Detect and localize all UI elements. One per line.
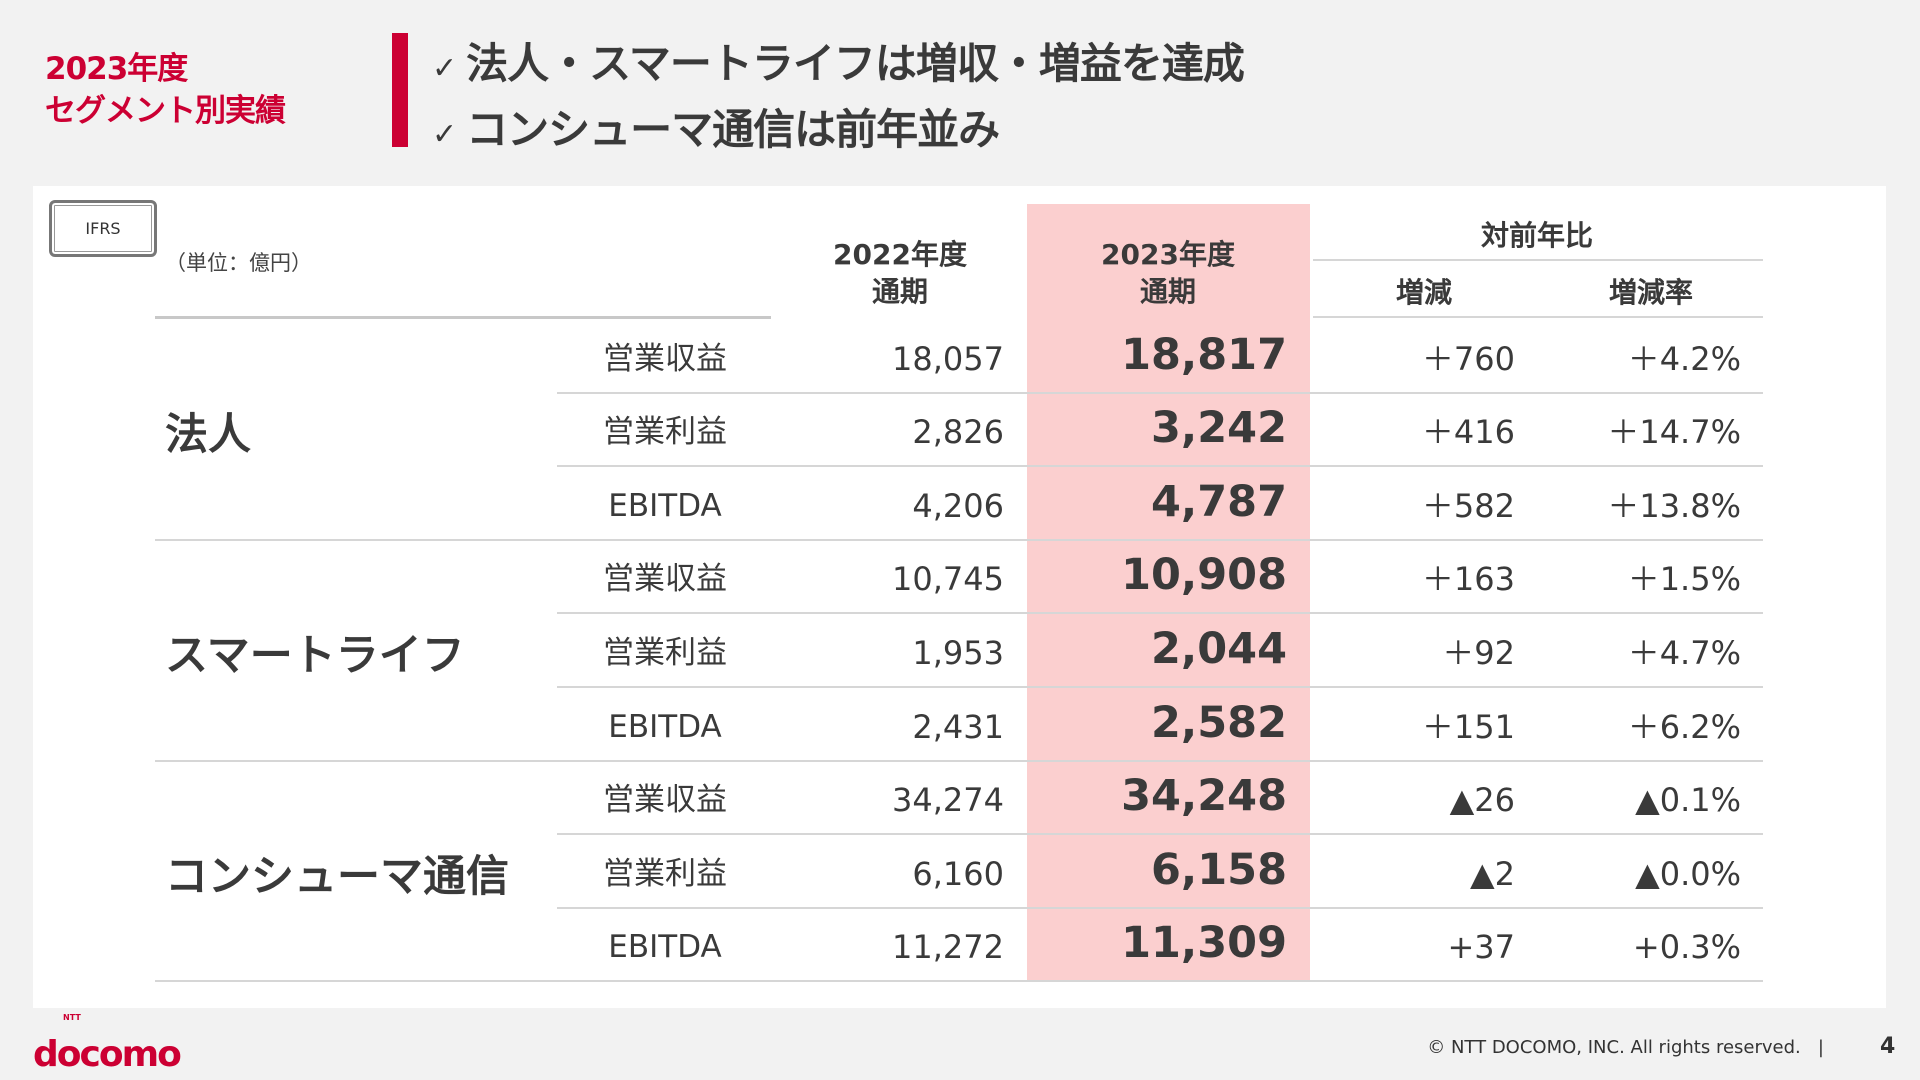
- row-divider: [557, 612, 1763, 615]
- check-icon: ✓: [432, 51, 457, 86]
- header-diff: 増減: [1395, 276, 1452, 309]
- header-text: 通期: [1139, 275, 1196, 308]
- diff-value: ＋92: [1442, 634, 1515, 672]
- header-rate: 増減率: [1608, 276, 1693, 309]
- fy2023-value: 2,044: [1150, 624, 1287, 674]
- rate-value: ＋4.7%: [1627, 634, 1741, 672]
- rate-value: ＋4.2%: [1627, 339, 1741, 378]
- segment-label: コンシューマ通信: [165, 852, 509, 902]
- row-divider: [155, 980, 1763, 983]
- unit-label: （単位：億円）: [165, 251, 312, 275]
- metric-label: 営業収益: [603, 782, 727, 819]
- fy2022-value: 10,745: [892, 560, 1004, 599]
- svg-text:NTT: NTT: [63, 1013, 81, 1022]
- fy2022-value: 11,272: [892, 928, 1004, 967]
- fy2022-value: 18,057: [892, 339, 1004, 378]
- metric-label: 営業利益: [603, 635, 727, 671]
- row-divider: [155, 759, 1763, 762]
- ifrs-badge: IFRS: [49, 200, 157, 257]
- segment-label: 法人: [165, 410, 251, 461]
- diff-value: ＋163: [1421, 560, 1515, 599]
- row-divider: [155, 538, 1763, 541]
- metric-label: 営業利益: [603, 855, 727, 892]
- row-divider: [557, 686, 1763, 688]
- row-divider: [557, 465, 1763, 468]
- diff-value: ＋416: [1421, 413, 1515, 452]
- fy2022-value: 4,206: [912, 486, 1004, 525]
- separator: |: [1817, 1037, 1824, 1058]
- metric-label: EBITDA: [608, 708, 722, 745]
- fy2023-value: 6,158: [1150, 844, 1287, 895]
- headline: ✓ 法人・スマートライフは増収・増益を達成: [432, 30, 1245, 91]
- fy2023-value: 3,242: [1150, 403, 1287, 454]
- rate-value: +0.3%: [1632, 928, 1741, 967]
- fy2023-highlight: [1027, 204, 1310, 980]
- diff-value: ＋760: [1421, 339, 1515, 378]
- copyright: © NTT DOCOMO, INC. All rights reserved. …: [1427, 1037, 1824, 1058]
- slide-title: 2023年度 セグメント別実績: [45, 48, 286, 132]
- rate-value: ▲0.1%: [1635, 781, 1741, 820]
- diff-value: ＋151: [1421, 707, 1515, 746]
- fy2023-value: 2,582: [1150, 697, 1287, 748]
- fy2023-value: 18,817: [1121, 329, 1287, 380]
- fy2022-value: 6,160: [912, 854, 1004, 893]
- headline: ✓ コンシューマ通信は前年並み: [432, 96, 1000, 157]
- fy2022-value: 1,953: [912, 634, 1004, 672]
- accent-bar: [392, 33, 408, 147]
- header-fy2023: 2023年度 通期: [1058, 236, 1278, 310]
- diff-value: ＋582: [1421, 486, 1515, 525]
- page-number: 4: [1880, 1034, 1896, 1059]
- headline-text: 法人・スマートライフは増収・増益を達成: [466, 39, 1245, 88]
- slide-title-line: 2023年度: [45, 51, 188, 87]
- copyright-text: © NTT DOCOMO, INC. All rights reserved.: [1427, 1037, 1801, 1058]
- row-divider: [557, 833, 1763, 836]
- rate-value: ＋14.7%: [1607, 413, 1741, 452]
- metric-label: EBITDA: [608, 487, 722, 524]
- fy2023-value: 4,787: [1150, 476, 1287, 527]
- diff-value: ▲2: [1470, 854, 1515, 893]
- divider: [1313, 259, 1763, 261]
- check-icon: ✓: [432, 117, 457, 152]
- divider: [1313, 316, 1763, 318]
- fy2023-value: 11,309: [1121, 918, 1287, 969]
- fy2023-value: 34,248: [1121, 771, 1287, 822]
- fy2022-value: 2,431: [912, 707, 1004, 746]
- metric-label: EBITDA: [608, 929, 722, 966]
- table-panel: [33, 186, 1886, 1008]
- diff-value: ▲26: [1449, 781, 1515, 820]
- header-fy2022: 2022年度 通期: [790, 236, 1010, 310]
- metric-label: 営業収益: [603, 340, 727, 377]
- docomo-logo: NTT docomo: [33, 1012, 203, 1076]
- rate-value: ▲0.0%: [1635, 854, 1741, 893]
- header-yoy: 対前年比: [1480, 219, 1593, 252]
- slide-title-line: セグメント別実績: [45, 93, 286, 129]
- svg-text:docomo: docomo: [33, 1034, 181, 1072]
- rate-value: ＋13.8%: [1607, 486, 1741, 525]
- header-text: 2022年度: [833, 238, 967, 271]
- diff-value: +37: [1447, 928, 1515, 967]
- rate-value: ＋6.2%: [1627, 707, 1741, 746]
- fy2023-value: 10,908: [1121, 550, 1287, 601]
- headline-text: コンシューマ通信は前年並み: [466, 105, 1000, 154]
- fy2022-value: 2,826: [912, 413, 1004, 452]
- header-text: 2023年度: [1101, 238, 1235, 271]
- header-text: 通期: [871, 275, 928, 308]
- row-divider: [557, 391, 1763, 394]
- rate-value: ＋1.5%: [1627, 560, 1741, 599]
- fy2022-value: 34,274: [892, 781, 1004, 820]
- segment-label: スマートライフ: [165, 631, 465, 682]
- divider: [155, 316, 771, 319]
- metric-label: 営業利益: [603, 414, 727, 451]
- metric-label: 営業収益: [603, 561, 727, 598]
- row-divider: [557, 906, 1763, 909]
